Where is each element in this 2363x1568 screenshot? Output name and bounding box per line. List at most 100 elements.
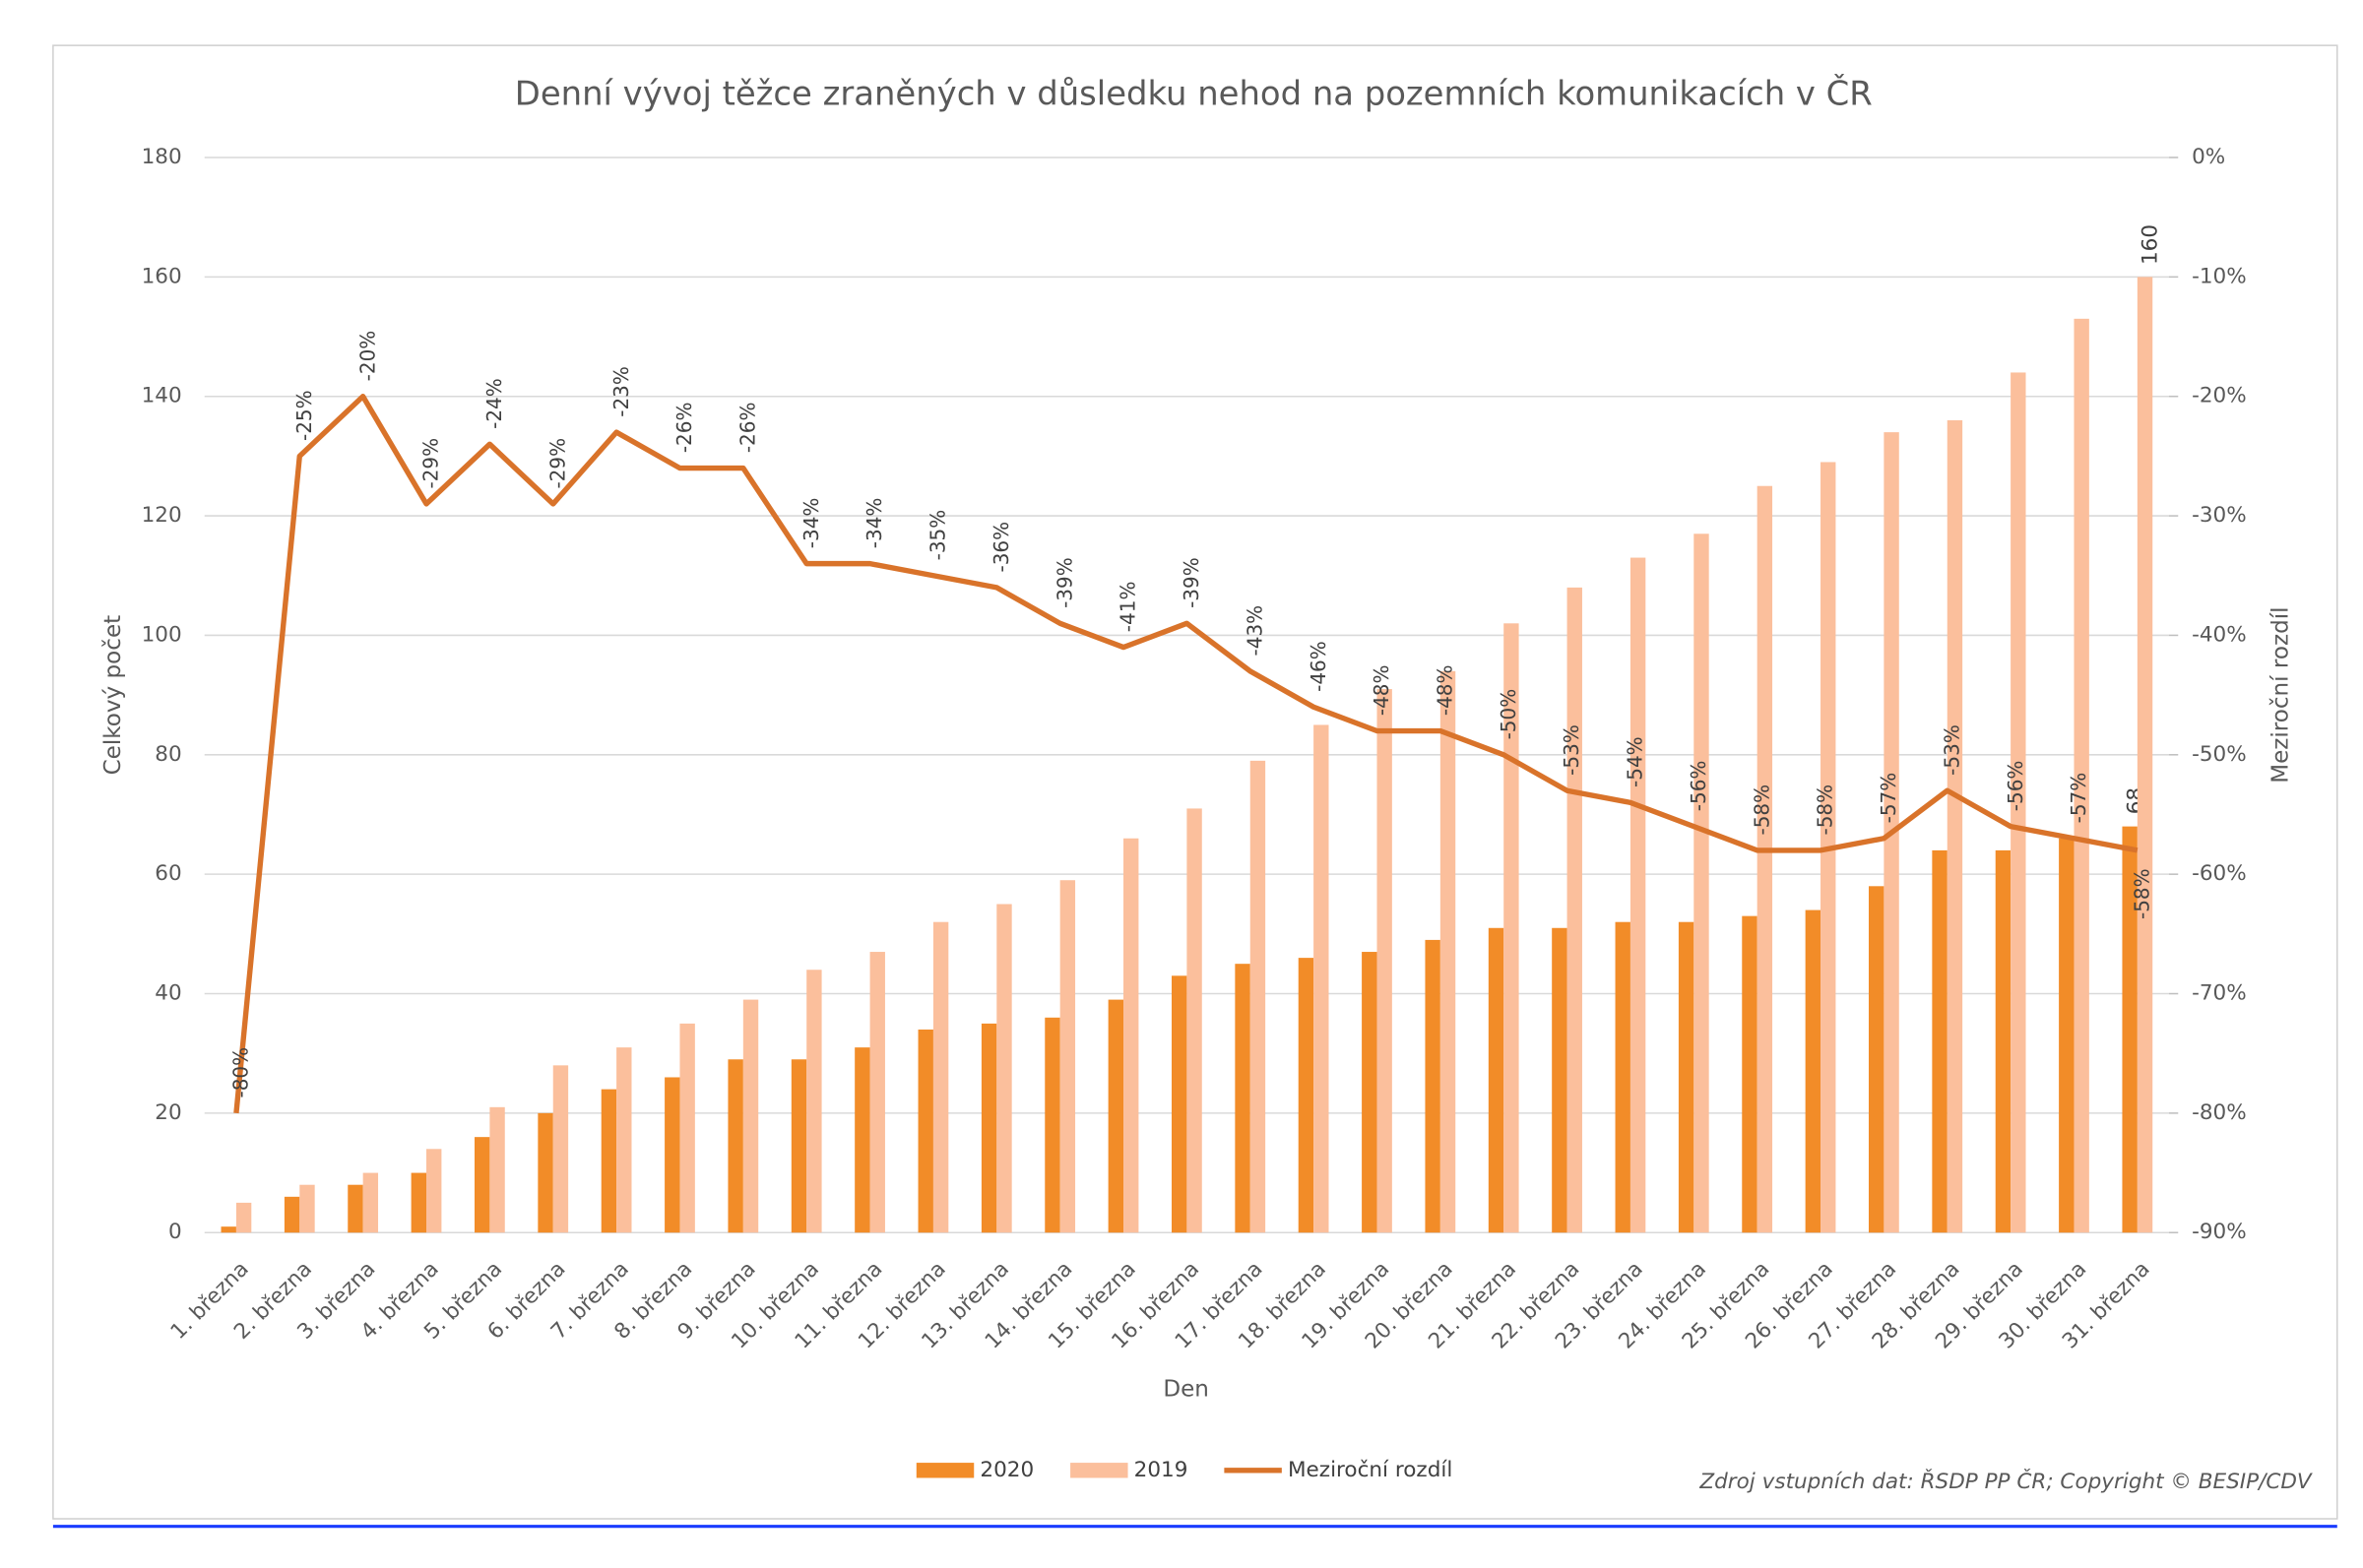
bar: [1615, 921, 1630, 1233]
bar: [362, 1172, 379, 1233]
y-tick-label: 80: [155, 742, 181, 767]
bar: [855, 1047, 870, 1233]
bar: [806, 970, 822, 1233]
bar: [981, 1023, 997, 1233]
bar: [1566, 587, 1582, 1233]
bar: [1172, 975, 1187, 1233]
bar: [1947, 419, 1963, 1233]
legend-label: Meziroční rozdíl: [1288, 1458, 1452, 1482]
bar-value-label: 160: [2139, 224, 2163, 265]
bar: [742, 999, 759, 1233]
bar: [1678, 921, 1694, 1233]
line-value-label: -36%: [990, 522, 1013, 573]
line-value-label: -48%: [1433, 665, 1456, 717]
y2-tick-label: -40%: [2192, 622, 2247, 647]
bar: [918, 1029, 933, 1233]
bar: [1488, 927, 1504, 1233]
y2-tick-label: -10%: [2192, 264, 2247, 288]
y-tick-label: 120: [142, 503, 182, 528]
bar: [2059, 838, 2075, 1233]
line-value-label: -29%: [419, 438, 443, 489]
bar: [1742, 915, 1757, 1233]
line-value-label: -23%: [609, 366, 633, 417]
bar: [1123, 838, 1139, 1233]
y2-tick-label: 0%: [2192, 145, 2225, 169]
y2-tick-label: -20%: [2192, 384, 2247, 408]
bar: [1425, 939, 1440, 1233]
line-value-label: -34%: [862, 498, 886, 549]
y-tick-label: 40: [155, 981, 181, 1006]
bar: [235, 1202, 252, 1233]
bar: [221, 1226, 236, 1233]
bar: [1059, 880, 1076, 1233]
bar: [1108, 999, 1124, 1233]
line-value-label: -34%: [799, 498, 823, 549]
y-axis-label: Celkový počet: [100, 615, 126, 776]
bar: [1362, 952, 1377, 1233]
line: [233, 394, 2139, 1114]
bar: [932, 921, 949, 1233]
line-value-label: -53%: [1560, 724, 1583, 776]
line-value-label: -56%: [1687, 761, 1710, 812]
line-value-label: -57%: [1877, 773, 1900, 824]
bar: [1693, 533, 1709, 1233]
line-value-label: -54%: [1624, 736, 1647, 787]
line-value-label: -58%: [2131, 868, 2154, 919]
y2-tick-label: -30%: [2192, 503, 2247, 528]
line-value-label: -20%: [355, 331, 379, 382]
bar: [791, 1059, 807, 1233]
line-value-label: -46%: [1307, 641, 1330, 692]
bar: [616, 1047, 632, 1233]
bar: [869, 952, 885, 1233]
line-value-label: -58%: [1750, 784, 1773, 836]
line-value-label: -50%: [1497, 689, 1520, 740]
x-axis-label: Den: [1163, 1377, 1209, 1403]
y-tick-label: 60: [155, 861, 181, 886]
bar: [1869, 886, 1884, 1233]
line-value-label: -39%: [1180, 557, 1203, 608]
y-tick-label: 160: [142, 264, 182, 288]
y-tick-label: 140: [142, 384, 182, 408]
bar: [489, 1106, 505, 1233]
y2-tick-label: -50%: [2192, 742, 2247, 767]
line-value-label: -58%: [1814, 784, 1837, 836]
legend-swatch: [916, 1463, 975, 1478]
bar: [1313, 724, 1329, 1233]
bar: [1629, 557, 1646, 1233]
bar: [1376, 689, 1392, 1233]
bar: [284, 1196, 300, 1233]
bar: [2122, 826, 2138, 1233]
bar: [1932, 849, 1948, 1233]
bar: [426, 1149, 442, 1233]
bar: [1298, 958, 1314, 1233]
y-tick-label: 0: [168, 1220, 182, 1244]
bar: [1756, 485, 1773, 1233]
source-note: Zdroj vstupních dat: ŘSDP PP ČR; Copyrig…: [1698, 1469, 2313, 1494]
line-value-label: -39%: [1053, 557, 1076, 608]
bar: [2137, 277, 2153, 1233]
line-value-label: -26%: [735, 403, 759, 454]
y2-tick-label: -70%: [2192, 981, 2247, 1006]
bar: [1503, 623, 1519, 1233]
line-value-label: -24%: [482, 378, 506, 429]
y-tick-label: 20: [155, 1100, 181, 1125]
y2-axis-label: Meziroční rozdíl: [2267, 606, 2293, 783]
bar: [665, 1077, 680, 1233]
bar: [1995, 849, 2012, 1233]
bar: [996, 904, 1012, 1233]
y2-tick-label: -80%: [2192, 1100, 2247, 1125]
legend-label: 2019: [1134, 1458, 1188, 1482]
bar: [728, 1059, 743, 1233]
bar: [1552, 927, 1567, 1233]
bar: [679, 1023, 695, 1233]
bar: [2011, 372, 2026, 1233]
bar: [474, 1137, 490, 1233]
bar: [552, 1065, 569, 1233]
chart-title: Denní vývoj těžce zraněných v důsledku n…: [515, 73, 1873, 112]
bar: [1249, 760, 1266, 1233]
line-value-label: -41%: [1117, 582, 1140, 633]
legend-swatch: [1070, 1463, 1128, 1478]
bar: [1235, 964, 1250, 1233]
line-value-label: -29%: [545, 438, 569, 489]
